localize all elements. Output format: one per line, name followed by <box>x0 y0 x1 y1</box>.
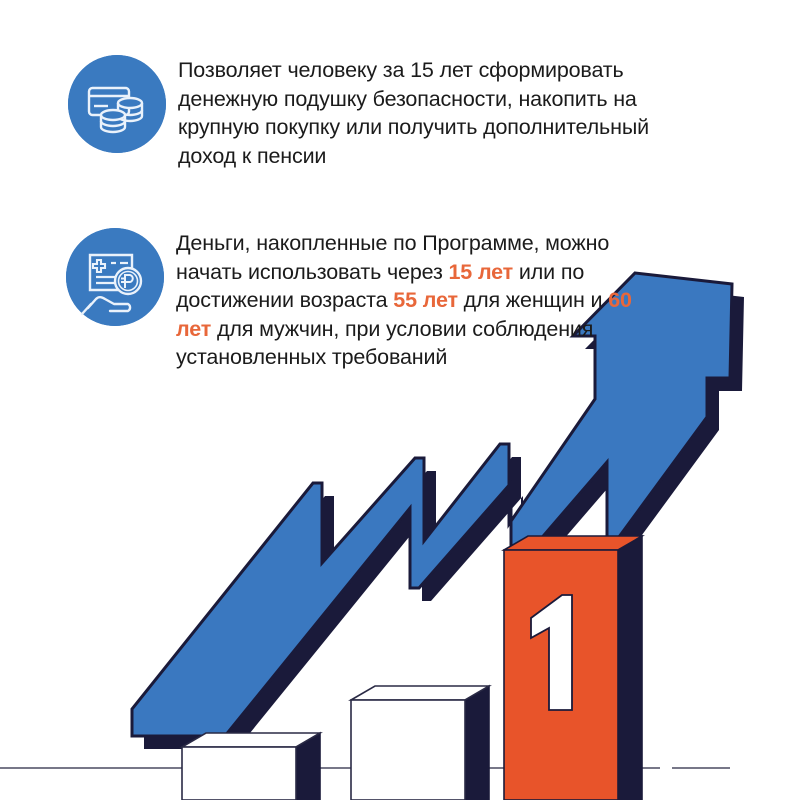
document-ruble-hand-icon <box>66 228 164 326</box>
bullet-text-2-part-4: для мужчин, при условии соблюдения устан… <box>176 316 594 370</box>
bullet-text-1-content: Позволяет человеку за 15 лет сформироват… <box>178 58 649 168</box>
bullet-text-2-part-1: Деньги, накопленные по Программе, можно … <box>176 231 610 284</box>
bar-3-label-numeral <box>530 594 573 711</box>
trend-arrow <box>130 271 734 738</box>
bullet-text-2-highlight-55-years: 55 лет <box>393 288 458 313</box>
bullet-text-1: Позволяет человеку за 15 лет сформироват… <box>178 55 708 170</box>
bullet-item-2: Деньги, накопленные по Программе, можно … <box>66 228 646 372</box>
bar-3-highlighted <box>501 534 645 800</box>
bullet-text-2-part-2: или по достижении возраста <box>176 259 585 313</box>
bar-2 <box>348 684 492 800</box>
bullet-text-2: Деньги, накопленные по Программе, можно … <box>176 228 646 372</box>
bullet-text-2-part-3: для женщин и <box>457 288 609 313</box>
bullet-text-2-highlight-15-years: 15 лет <box>448 259 514 284</box>
bullet-item-1: Позволяет человеку за 15 лет сформироват… <box>68 55 708 170</box>
bar-1 <box>179 731 323 800</box>
bullet-text-2-highlight-60-years: 60 лет <box>176 288 632 341</box>
credit-card-coins-icon <box>68 55 166 153</box>
